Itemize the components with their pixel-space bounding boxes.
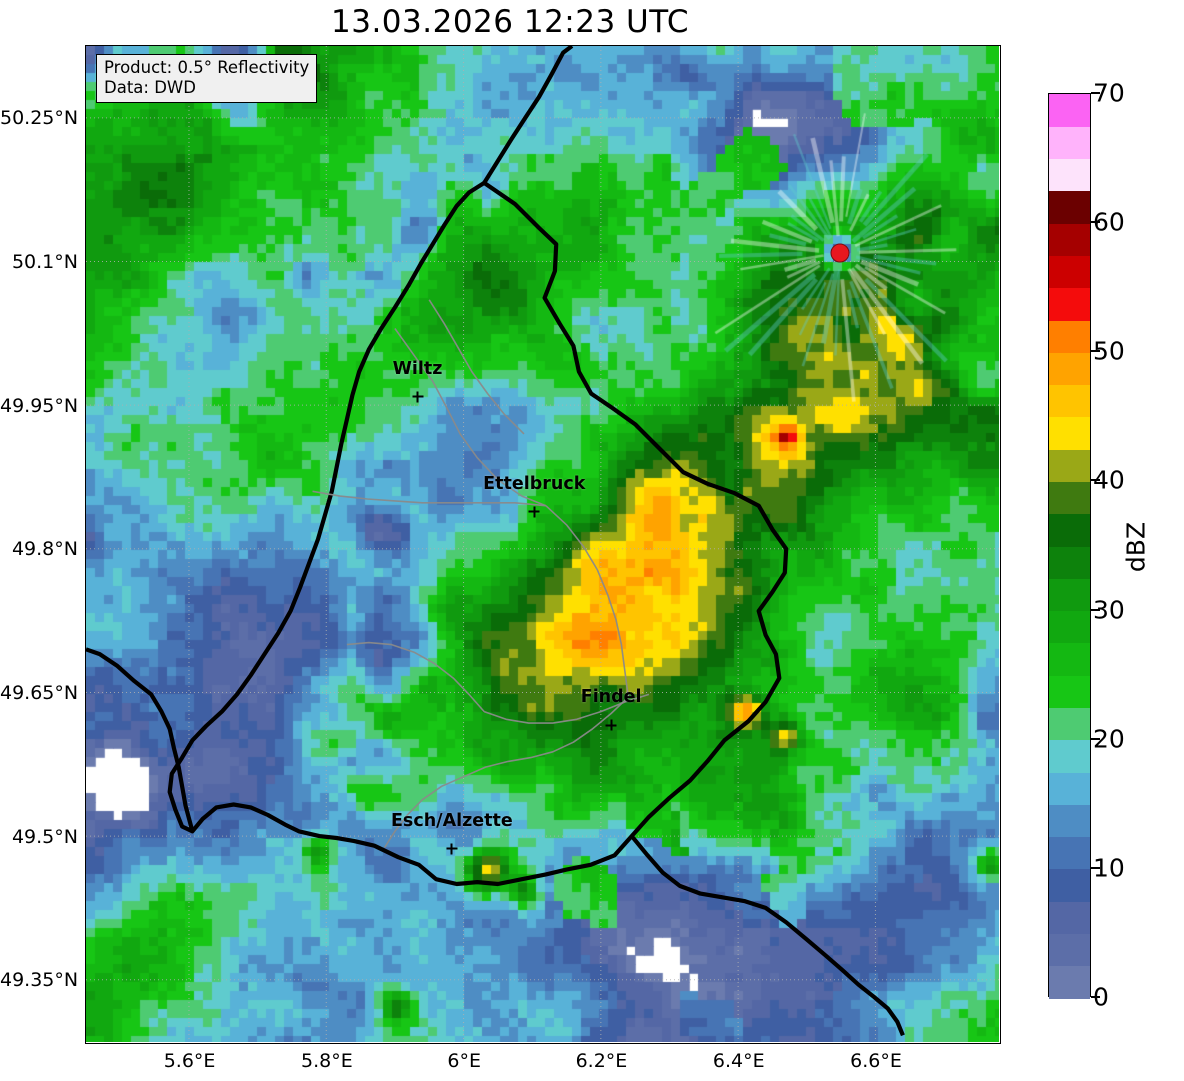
colorbar-band-12 (1049, 578, 1090, 612)
longitude-tick-0: 5.6°E (163, 1050, 216, 1072)
colorbar-band-1 (1049, 933, 1090, 967)
longitude-tick-2: 6°E (447, 1050, 481, 1072)
latitude-tick-2: 49.95°N (0, 394, 79, 417)
colorbar-band-16 (1049, 449, 1090, 483)
belgium-germany-border (482, 46, 574, 185)
longitude-tick-5: 6.6°E (850, 1050, 902, 1072)
latitude-tick-3: 49.8°N (11, 538, 78, 561)
colorbar-band-25 (1049, 158, 1090, 192)
colorbar-band-19 (1049, 352, 1090, 386)
colorbar-band-18 (1049, 384, 1090, 418)
rivers-and-admin-lines (312, 299, 650, 849)
colorbar-band-24 (1049, 190, 1090, 224)
colorbar-tick-mark-4 (1091, 608, 1100, 611)
colorbar-band-2 (1049, 901, 1090, 935)
latitude-tick-6: 49.35°N (0, 969, 79, 992)
latitude-tick-0: 50.25°N (0, 107, 79, 130)
colorbar-tick-3: 40 (1093, 465, 1125, 495)
city-label-findel: Findel (580, 687, 642, 708)
page-title: 13.03.2026 12:23 UTC (331, 4, 689, 40)
city-label-wiltz: Wiltz (392, 358, 443, 379)
colorbar-band-15 (1049, 481, 1090, 515)
colorbar-band-5 (1049, 804, 1090, 838)
germany-france-border (630, 834, 905, 1037)
colorbar-tick-mark-1 (1091, 221, 1100, 224)
city-marker-ettelbruck (528, 506, 540, 518)
colorbar-band-3 (1049, 868, 1090, 902)
city-label-ettelbruck: Ettelbruck (483, 473, 586, 494)
colorbar-tick-mark-6 (1091, 866, 1100, 869)
map-overlay-layer (86, 46, 999, 1042)
product-info-box: Product: 0.5° Reflectivity Data: DWD (96, 54, 318, 104)
longitude-tick-1: 5.8°E (300, 1050, 353, 1072)
colorbar-band-20 (1049, 320, 1090, 353)
colorbar-band-13 (1049, 546, 1090, 579)
city-marker-esch-alzette (446, 843, 458, 855)
product-line: Product: 0.5° Reflectivity (104, 58, 310, 77)
city-marker-findel (605, 719, 617, 731)
colorbar-band-22 (1049, 255, 1090, 289)
colorbar-band-10 (1049, 642, 1090, 676)
colorbar-tick-6: 10 (1093, 853, 1125, 883)
colorbar-tick-0: 70 (1093, 78, 1125, 108)
city-marker-wiltz (412, 391, 424, 403)
colorbar-tick-mark-5 (1091, 737, 1100, 740)
colorbar-band-6 (1049, 772, 1090, 805)
colorbar-band-11 (1049, 610, 1090, 644)
colorbar-band-26 (1049, 126, 1090, 160)
colorbar-band-8 (1049, 707, 1090, 741)
longitude-tick-3: 6.2°E (575, 1050, 628, 1072)
luxembourg-national-border (167, 180, 789, 887)
belgium-france-border (86, 647, 195, 832)
colorbar-tick-7: 0 (1093, 982, 1109, 1012)
colorbar-tick-mark-2 (1091, 350, 1100, 353)
colorbar-tick-mark-7 (1091, 996, 1100, 998)
colorbar-band-0 (1049, 965, 1090, 999)
colorbar-band-4 (1049, 836, 1090, 870)
longitude-tick-4: 6.4°E (712, 1050, 765, 1072)
colorbar-band-14 (1049, 513, 1090, 547)
colorbar-axis-label: dBZ (1121, 521, 1151, 573)
colorbar-tick-mark-0 (1091, 92, 1100, 94)
colorbar-band-7 (1049, 739, 1090, 773)
colorbar-tick-5: 20 (1093, 724, 1125, 754)
colorbar[interactable] (1048, 93, 1091, 999)
latitude-tick-1: 50.1°N (11, 251, 78, 274)
colorbar-band-21 (1049, 287, 1090, 321)
colorbar-band-23 (1049, 223, 1090, 257)
colorbar-band-9 (1049, 675, 1090, 709)
colorbar-tick-1: 60 (1093, 207, 1125, 237)
colorbar-band-27 (1049, 94, 1090, 127)
graticule (86, 46, 999, 1042)
radar-site-marker[interactable] (830, 243, 850, 263)
colorbar-tick-4: 30 (1093, 595, 1125, 625)
latitude-tick-4: 49.65°N (0, 682, 79, 705)
colorbar-band-17 (1049, 416, 1090, 450)
city-label-esch-alzette: Esch/Alzette (390, 810, 513, 831)
latitude-tick-5: 49.5°N (11, 825, 78, 848)
colorbar-tick-mark-3 (1091, 479, 1100, 482)
colorbar-tick-2: 50 (1093, 336, 1125, 366)
data-source-line: Data: DWD (104, 78, 196, 98)
radar-plot-area[interactable]: Product: 0.5° Reflectivity Data: DWD Wil… (85, 45, 1001, 1044)
